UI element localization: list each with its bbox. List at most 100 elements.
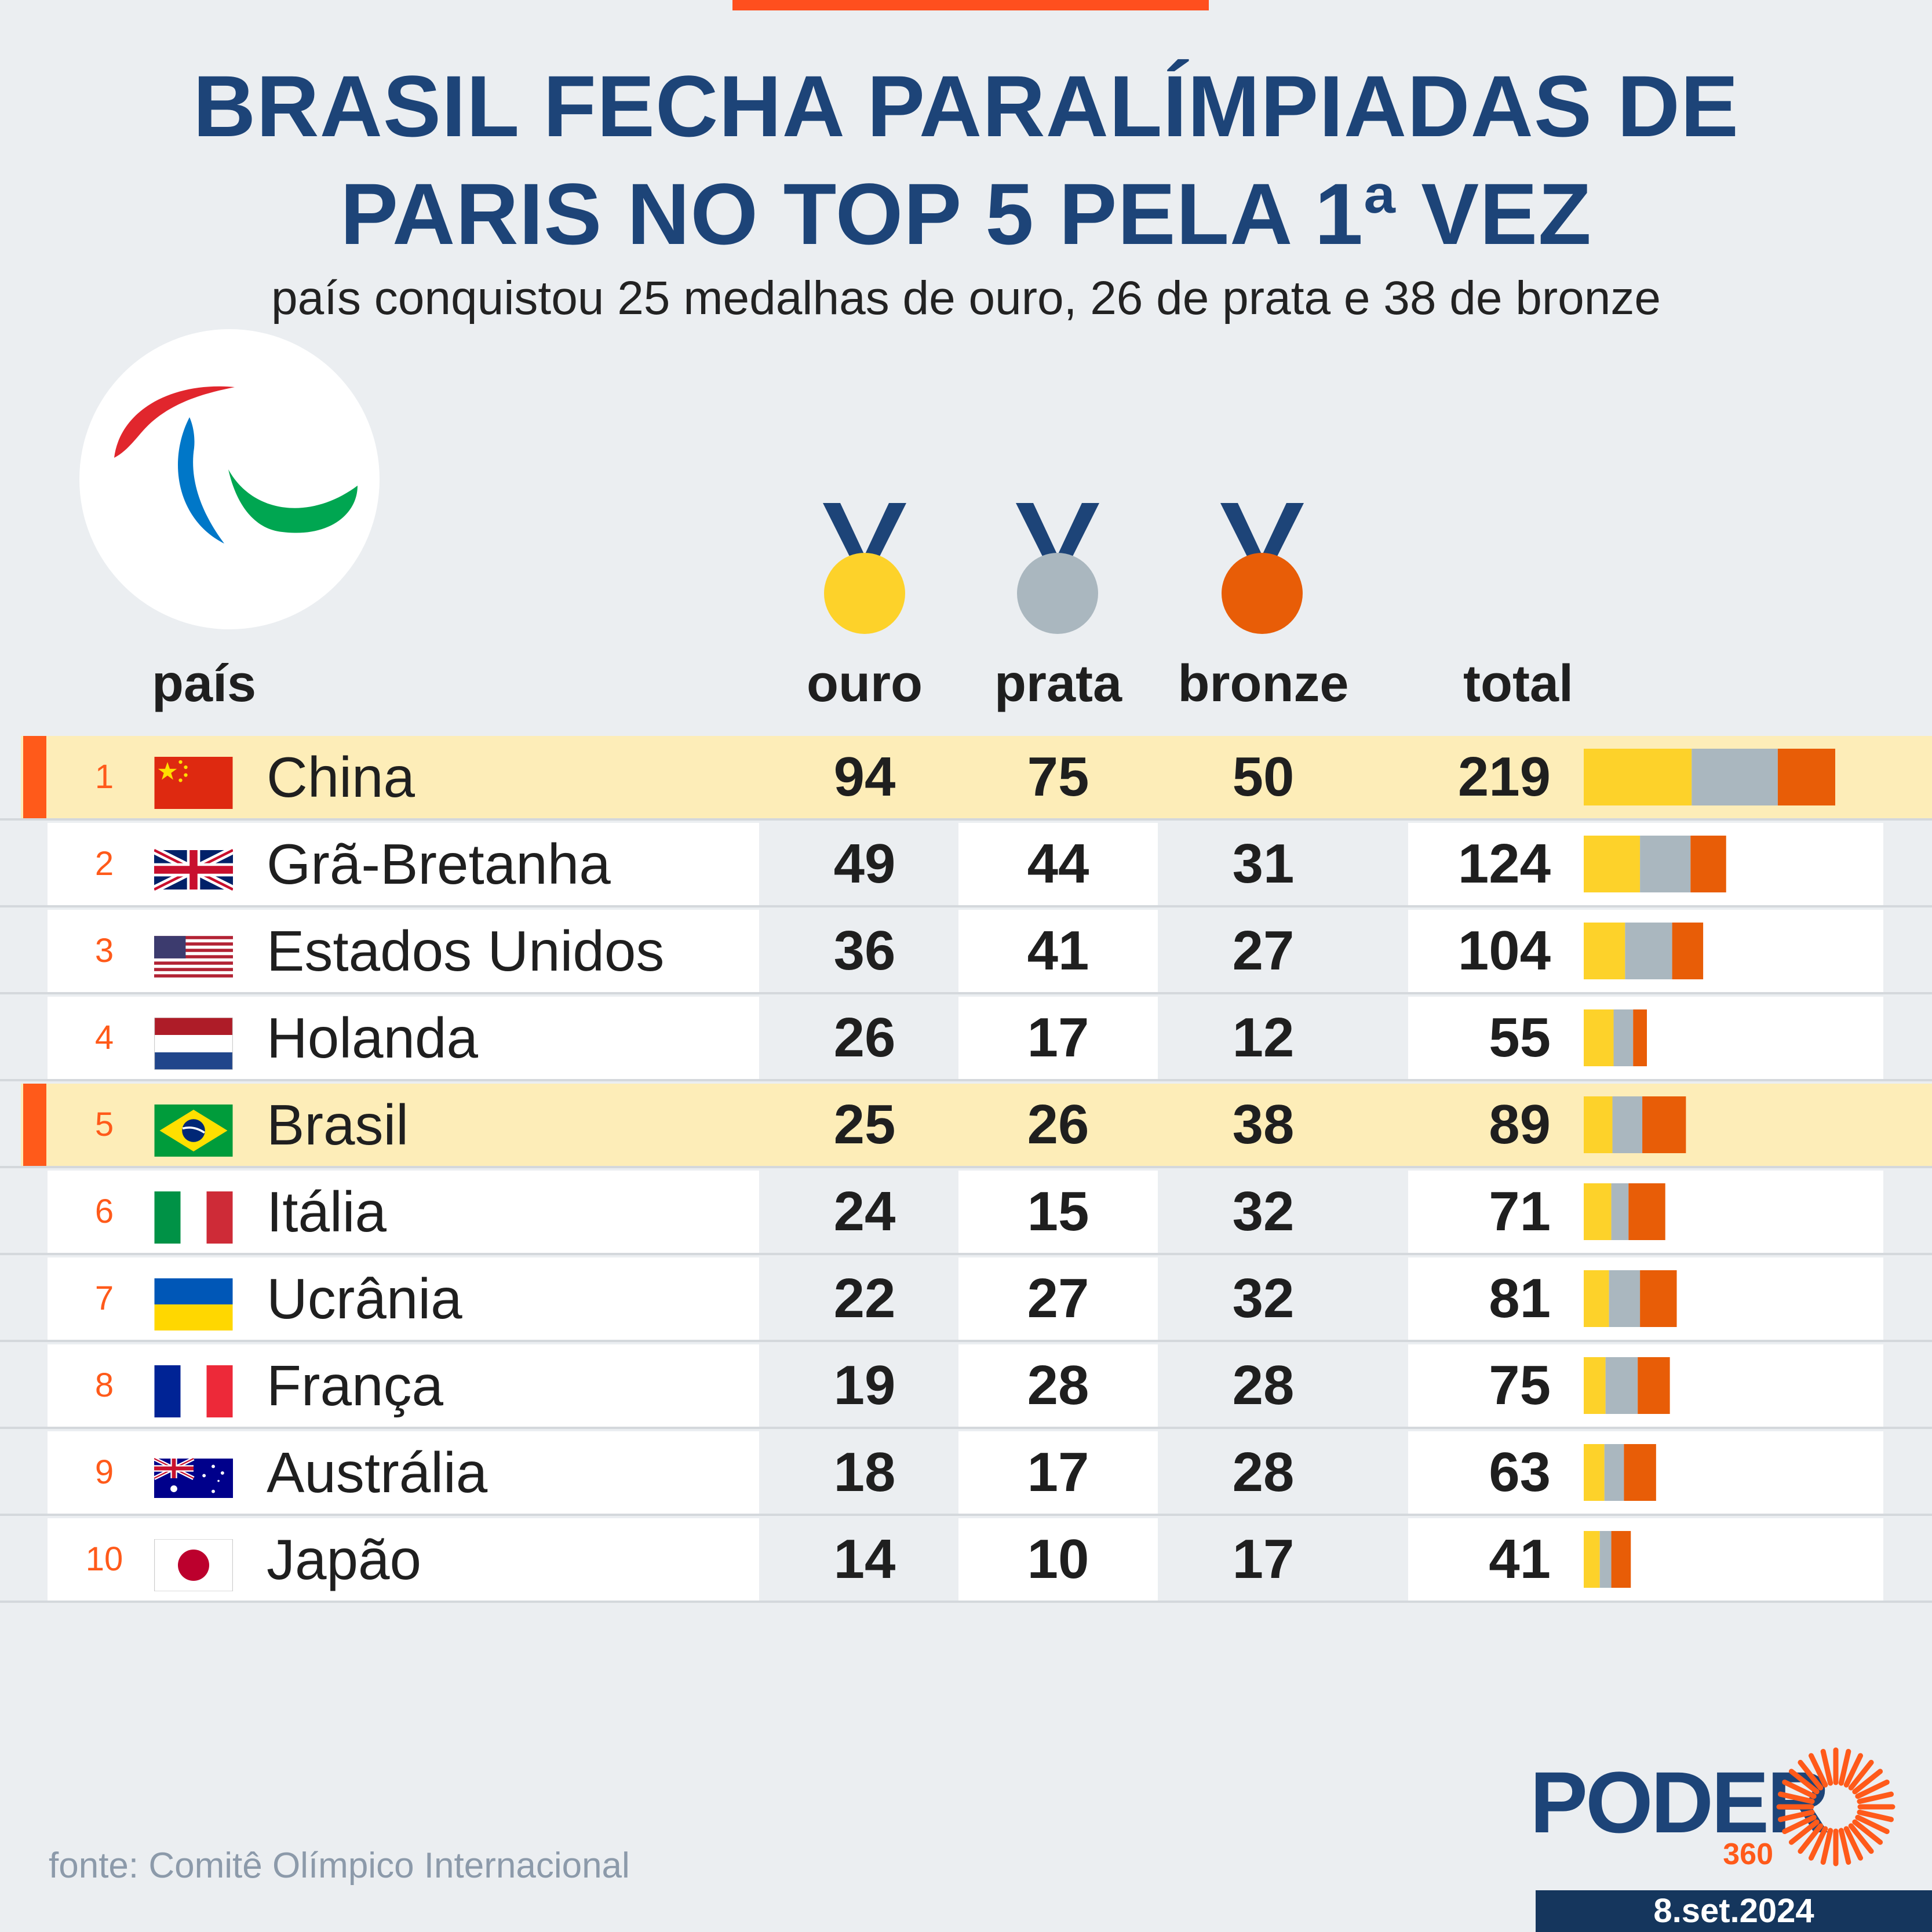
cell-background [958, 910, 1158, 992]
brand-name: PODER [1530, 1754, 1828, 1851]
bar-silver [1605, 1357, 1638, 1414]
bar-silver [1640, 836, 1691, 892]
column-header-bronze: bronze [1178, 655, 1349, 713]
bronze-count: 32 [1232, 1180, 1295, 1242]
sunburst-ray [1843, 1753, 1864, 1788]
bar-bronze [1624, 1444, 1656, 1501]
stacked-bar [1584, 1270, 1677, 1327]
agito-blue [178, 417, 224, 544]
bar-silver [1613, 1009, 1634, 1066]
row-divider [0, 1340, 1932, 1342]
bar-gold [1584, 749, 1692, 805]
country-name: Estados Unidos [267, 919, 665, 983]
agito-green [228, 469, 358, 533]
silver-count: 44 [1027, 833, 1089, 895]
rank-number: 2 [94, 845, 114, 883]
poder360-logo: PODER 360 [1530, 1745, 1901, 1884]
rank-number: 5 [94, 1106, 114, 1143]
bronze-count: 28 [1232, 1441, 1295, 1503]
bar-gold [1584, 923, 1625, 979]
sunburst-ray [1820, 1828, 1833, 1865]
bar-bronze [1628, 1183, 1665, 1240]
cell-background [958, 1171, 1158, 1253]
total-count: 104 [1457, 920, 1551, 982]
sunburst-ray [1852, 1819, 1883, 1845]
gold-count: 24 [833, 1180, 896, 1242]
bronze-count: 32 [1232, 1267, 1295, 1329]
sunburst-ray [1848, 1823, 1874, 1854]
cell-background [958, 1518, 1158, 1601]
gold-count: 49 [833, 833, 896, 895]
bar-gold [1584, 836, 1641, 892]
table-row: 4 Holanda 26 17 12 55 [0, 994, 1932, 1081]
bar-bronze [1777, 749, 1835, 805]
sunburst-ray [1848, 1759, 1874, 1791]
date-label: 8.set.2024 [1653, 1892, 1814, 1930]
column-header-gold: ouro [807, 655, 923, 713]
sunburst-ray [1788, 1769, 1820, 1795]
gold-count: 14 [833, 1528, 896, 1590]
total-count: 81 [1489, 1267, 1551, 1329]
bar-silver [1599, 1531, 1612, 1588]
bar-silver [1625, 923, 1672, 979]
rank-number: 9 [94, 1453, 114, 1491]
gold-count: 36 [833, 920, 896, 982]
bar-gold [1584, 1531, 1600, 1588]
row-divider [0, 992, 1932, 994]
silver-count: 17 [1027, 1007, 1089, 1069]
source-note: fonte: Comitê Olímpico Internacional [49, 1846, 630, 1886]
row-divider [0, 1601, 1932, 1603]
bronze-count: 50 [1232, 746, 1295, 808]
highlight-marker [23, 736, 46, 818]
country-name: Austrália [267, 1441, 488, 1504]
table-row: 10 Japão 14 10 17 41 [0, 1516, 1932, 1603]
total-count: 41 [1489, 1528, 1551, 1590]
bar-gold [1584, 1183, 1612, 1240]
stacked-bar [1584, 1444, 1656, 1501]
uk-flag-icon [154, 844, 233, 896]
stacked-bar [1584, 836, 1726, 892]
cell-background [958, 1344, 1158, 1427]
stacked-bar [1584, 749, 1835, 805]
row-divider [0, 1079, 1932, 1081]
france-flag-icon [154, 1365, 233, 1417]
silver-count: 41 [1027, 920, 1089, 982]
gold-count: 19 [833, 1354, 896, 1416]
netherlands-flag-icon [154, 1018, 233, 1070]
row-divider [0, 1166, 1932, 1168]
stacked-bar [1584, 1009, 1647, 1066]
sunburst-ray [1852, 1769, 1883, 1795]
silver-count: 28 [1027, 1354, 1089, 1416]
silver-medal-icon [1011, 503, 1104, 642]
gold-medal-icon [818, 503, 911, 642]
bar-gold [1584, 1009, 1614, 1066]
total-count: 63 [1489, 1441, 1551, 1503]
title-line-1: BRASIL FECHA PARALÍMPIADAS DE [193, 57, 1739, 155]
country-name: Ucrânia [267, 1267, 462, 1330]
brand-number: 360 [1723, 1838, 1773, 1871]
rank-number: 4 [94, 1019, 114, 1056]
column-header-country: país [152, 655, 257, 713]
total-count: 75 [1489, 1354, 1551, 1416]
sunburst-ray [1808, 1753, 1828, 1788]
bar-bronze [1672, 923, 1704, 979]
total-count: 89 [1489, 1093, 1551, 1155]
bronze-count: 28 [1232, 1354, 1295, 1416]
country-name: China [267, 745, 415, 809]
total-count: 71 [1489, 1180, 1551, 1242]
agito-red [114, 386, 235, 458]
stacked-bar [1584, 1096, 1686, 1153]
gold-count: 26 [833, 1007, 896, 1069]
bar-gold [1584, 1357, 1606, 1414]
country-name: Japão [267, 1528, 422, 1591]
bronze-count: 27 [1232, 920, 1295, 982]
table-row: 2 Grã-Bretanha 49 44 31 124 [0, 821, 1932, 907]
table-row: 7 Ucrânia 22 27 32 81 [0, 1255, 1932, 1342]
column-header-total: total [1463, 655, 1573, 713]
cell-background [1408, 1518, 1883, 1601]
country-name: Itália [267, 1180, 387, 1244]
country-name: Grã-Bretanha [267, 832, 611, 896]
sunburst-ray [1843, 1826, 1864, 1861]
sunburst-ray [1855, 1814, 1890, 1835]
row-divider [0, 1427, 1932, 1429]
